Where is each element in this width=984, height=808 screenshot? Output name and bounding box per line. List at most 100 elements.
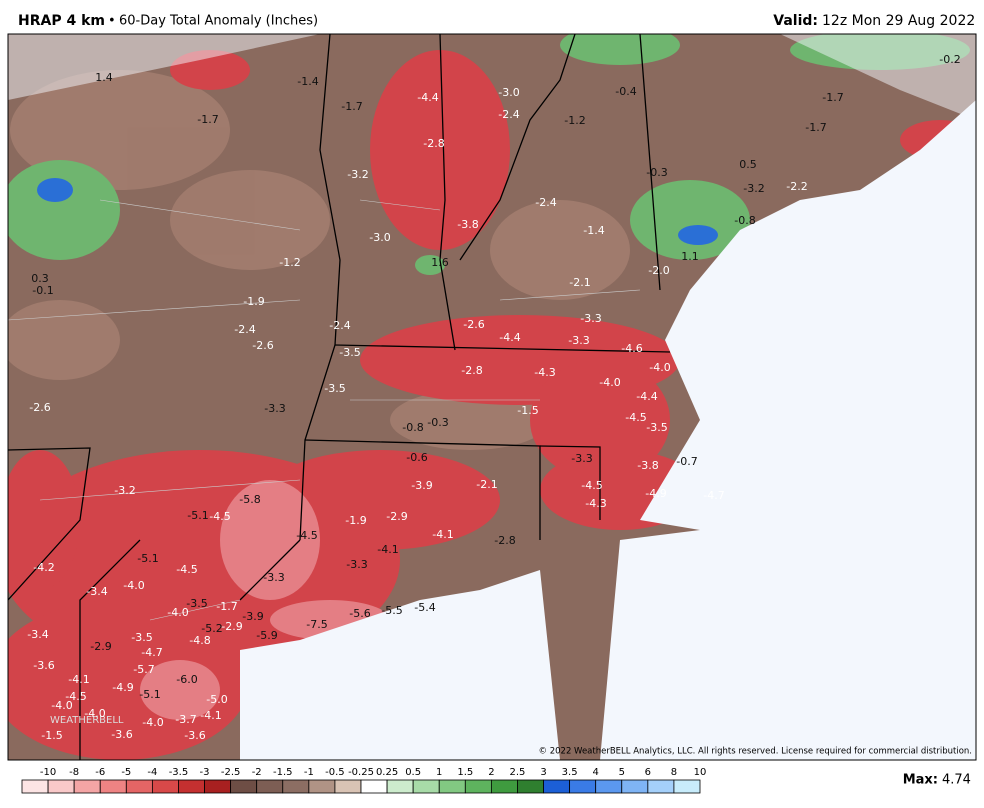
anomaly-label: -4.5 <box>176 563 197 576</box>
anomaly-label: -1.7 <box>197 113 218 126</box>
anomaly-label: -4.0 <box>167 606 188 619</box>
anomaly-label: -4.0 <box>649 361 670 374</box>
map-frame <box>7 33 977 761</box>
anomaly-label: -5.0 <box>206 693 227 706</box>
anomaly-label: -2.6 <box>29 401 50 414</box>
anomaly-label: -2.9 <box>386 510 407 523</box>
anomaly-label: 1.4 <box>95 71 113 84</box>
colorbar-swatch <box>595 779 623 794</box>
anomaly-label: -1.7 <box>822 91 843 104</box>
anomaly-label: -3.5 <box>131 631 152 644</box>
anomaly-labels: 1.4 -1.4 -1.7 -1.7 -4.4 -3.0 -2.4 -0.4 -1.2 -0.2 -… <box>27 53 960 742</box>
colorbar-swatch <box>386 779 414 794</box>
anomaly-label: -5.1 <box>137 552 158 565</box>
colorbar-label: 0.5 <box>405 767 421 778</box>
anomaly-label: -3.3 <box>580 312 601 325</box>
anomaly-label: -4.9 <box>112 681 133 694</box>
colorbar-swatch <box>282 779 310 794</box>
product-name: 60-Day Total Anomaly (Inches) <box>119 14 318 29</box>
anomaly-label: -0.3 <box>427 416 448 429</box>
state-borders <box>8 34 671 760</box>
colorbar-swatch <box>334 779 362 794</box>
anomaly-label: -3.5 <box>646 421 667 434</box>
colorbar-swatch <box>438 779 466 794</box>
anomaly-label: -3.0 <box>369 231 390 244</box>
anomaly-label: -4.0 <box>142 716 163 729</box>
anomaly-label: -2.9 <box>221 620 242 633</box>
anomaly-label: -4.5 <box>296 529 317 542</box>
colorbar-label: -1 <box>304 767 314 778</box>
anomaly-label: -2.9 <box>90 640 111 653</box>
anomaly-label: -4.7 <box>141 646 162 659</box>
colorbar-swatch <box>517 779 544 794</box>
colorbar-label: -10 <box>40 767 56 778</box>
colorbar-swatch <box>621 779 649 794</box>
anomaly-label: -2.4 <box>498 108 519 121</box>
anomaly-label: -1.9 <box>243 295 264 308</box>
anomaly-label: -3.7 <box>175 713 196 726</box>
anomaly-label: -3.5 <box>186 597 207 610</box>
anomaly-label: -4.5 <box>625 411 646 424</box>
colorbar-swatch <box>73 779 101 794</box>
anomaly-label: -4.5 <box>209 510 230 523</box>
anomaly-label: -4.8 <box>189 634 210 647</box>
colorbar-label: 2 <box>488 767 494 778</box>
valid-time: 12z Mon 29 Aug 2022 <box>822 13 975 29</box>
anomaly-label: -2.8 <box>494 534 515 547</box>
colorbar-label: -2 <box>252 767 262 778</box>
colorbar-swatch <box>21 779 49 794</box>
max-value: 4.74 <box>942 773 971 788</box>
colorbar-swatch <box>230 779 258 794</box>
anomaly-label: 1.1 <box>681 250 699 263</box>
ocean <box>240 34 976 760</box>
colorbar-swatch <box>47 779 75 794</box>
anomaly-label: -0.8 <box>734 214 755 227</box>
anomaly-label: -2.1 <box>476 478 497 491</box>
no-data <box>8 34 976 120</box>
anomaly-label: -4.1 <box>432 528 453 541</box>
colorbar-label: 1 <box>436 767 442 778</box>
anomaly-label: -4.1 <box>68 673 89 686</box>
anomaly-label: -3.2 <box>743 182 764 195</box>
anomaly-label: -1.7 <box>216 600 237 613</box>
colorbar-swatch <box>178 779 205 794</box>
anomaly-label: -3.9 <box>411 479 432 492</box>
anomaly-label: -4.0 <box>51 699 72 712</box>
anomaly-label: -2.2 <box>786 180 807 193</box>
anomaly-label: -4.3 <box>534 366 555 379</box>
colorbar-label: -0.25 <box>348 767 374 778</box>
colorbar-label: 3.5 <box>562 767 578 778</box>
colorbar-swatch <box>490 779 518 794</box>
anomaly-label: -7.5 <box>306 618 327 631</box>
colorbar-swatch <box>151 779 179 794</box>
colorbar-swatch <box>99 779 127 794</box>
anomaly-label: -2.4 <box>234 323 255 336</box>
colorbar-label: 10 <box>694 767 707 778</box>
anomaly-label: -5.2 <box>201 622 222 635</box>
anomaly-label: -2.8 <box>423 137 444 150</box>
anomaly-label: -3.3 <box>568 334 589 347</box>
colorbar-label: 5 <box>619 767 625 778</box>
anomaly-label: -3.8 <box>457 218 478 231</box>
anomaly-label: -0.6 <box>406 451 427 464</box>
anomaly-label: -4.3 <box>585 497 606 510</box>
anomaly-label: -0.1 <box>32 284 53 297</box>
anomaly-label: -5.8 <box>239 493 260 506</box>
colorbar-swatch <box>360 779 388 794</box>
county-borders <box>8 199 641 621</box>
colorbar-label: -6 <box>95 767 105 778</box>
colorbar-label: 0.25 <box>376 767 398 778</box>
colorbar-swatch <box>256 779 284 794</box>
anomaly-label: -3.3 <box>264 402 285 415</box>
light-brown-areas <box>8 70 630 450</box>
anomaly-label: -0.3 <box>646 166 667 179</box>
colorbar-label: -1.5 <box>273 767 293 778</box>
anomaly-label: 1.6 <box>431 256 449 269</box>
anomaly-label: -4.9 <box>645 487 666 500</box>
anomaly-label: -5.4 <box>414 601 435 614</box>
colorbar-label: -3.5 <box>169 767 189 778</box>
anomaly-label: -3.4 <box>86 585 107 598</box>
anomaly-label: -1.7 <box>341 100 362 113</box>
colorbar: -10 -8 -6 -5 -4 -3.5 -3 -2.5 -2 -1.5 -1 -0.5 -0.25 0.… <box>21 767 707 794</box>
anomaly-label: -2.6 <box>252 339 273 352</box>
